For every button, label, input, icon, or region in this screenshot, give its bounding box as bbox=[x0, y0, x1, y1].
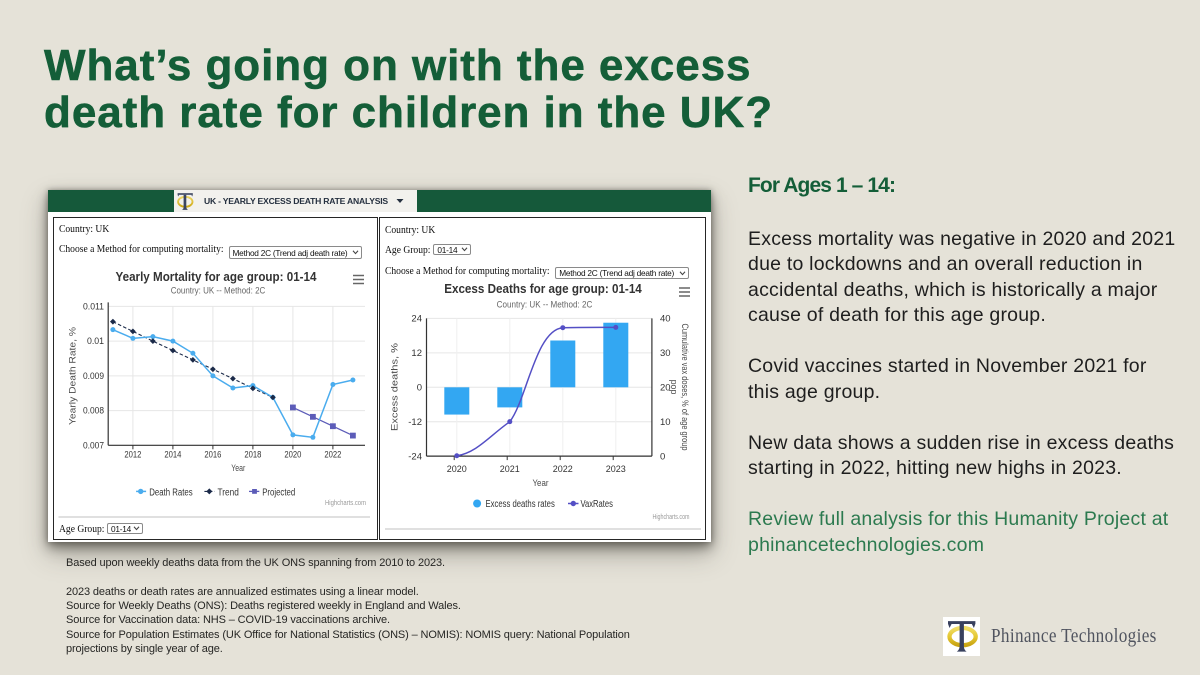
svg-text:-12: -12 bbox=[408, 417, 422, 428]
svg-text:2020: 2020 bbox=[284, 450, 301, 460]
svg-text:0.011: 0.011 bbox=[83, 301, 104, 311]
svg-text:Highcharts.com: Highcharts.com bbox=[652, 514, 689, 521]
svg-text:0.008: 0.008 bbox=[83, 406, 104, 416]
svg-text:12: 12 bbox=[411, 348, 422, 359]
svg-text:2023: 2023 bbox=[605, 464, 625, 475]
svg-text:Excess deaths, %: Excess deaths, % bbox=[389, 343, 399, 431]
svg-text:Excess Deaths for age group: 0: Excess Deaths for age group: 01-14 bbox=[444, 282, 642, 296]
svg-text:2022: 2022 bbox=[552, 464, 572, 475]
svg-text:30: 30 bbox=[660, 348, 671, 359]
svg-text:2012: 2012 bbox=[124, 450, 141, 460]
svg-text:24: 24 bbox=[411, 314, 422, 325]
svg-text:VaxRates: VaxRates bbox=[580, 499, 612, 510]
svg-text:Year: Year bbox=[532, 478, 548, 488]
svg-text:0.007: 0.007 bbox=[83, 440, 104, 450]
svg-text:Death Rates: Death Rates bbox=[149, 488, 193, 499]
svg-text:Highcharts.com: Highcharts.com bbox=[325, 500, 366, 507]
svg-text:Cumulative vax doses, % of age: Cumulative vax doses, % of age group bbox=[680, 324, 690, 451]
svg-text:2018: 2018 bbox=[244, 450, 261, 460]
svg-text:0: 0 bbox=[660, 451, 665, 462]
svg-text:10: 10 bbox=[660, 417, 671, 428]
svg-text:Country: UK -- Method: 2C: Country: UK -- Method: 2C bbox=[171, 286, 266, 297]
svg-text:40: 40 bbox=[660, 314, 671, 325]
svg-text:Trend: Trend bbox=[218, 488, 239, 499]
svg-text:Year: Year bbox=[231, 463, 245, 473]
svg-text:0: 0 bbox=[416, 383, 421, 394]
svg-text:0.009: 0.009 bbox=[83, 371, 104, 381]
svg-text:Excess deaths rates: Excess deaths rates bbox=[485, 499, 554, 510]
svg-text:2022: 2022 bbox=[324, 450, 341, 460]
svg-text:0.01: 0.01 bbox=[87, 336, 104, 346]
svg-text:-24: -24 bbox=[408, 451, 422, 462]
svg-text:pop: pop bbox=[669, 380, 679, 395]
svg-text:2020: 2020 bbox=[446, 464, 466, 475]
svg-text:20: 20 bbox=[660, 382, 671, 393]
svg-text:Yearly Mortality for age group: Yearly Mortality for age group: 01-14 bbox=[116, 270, 317, 284]
svg-text:2021: 2021 bbox=[499, 464, 519, 475]
svg-text:2014: 2014 bbox=[164, 450, 181, 460]
svg-text:2016: 2016 bbox=[204, 450, 221, 460]
svg-text:Projected: Projected bbox=[262, 488, 295, 499]
svg-text:Yearly Death Rate, %: Yearly Death Rate, % bbox=[68, 327, 78, 425]
svg-text:Country: UK -- Method: 2C: Country: UK -- Method: 2C bbox=[496, 300, 592, 311]
